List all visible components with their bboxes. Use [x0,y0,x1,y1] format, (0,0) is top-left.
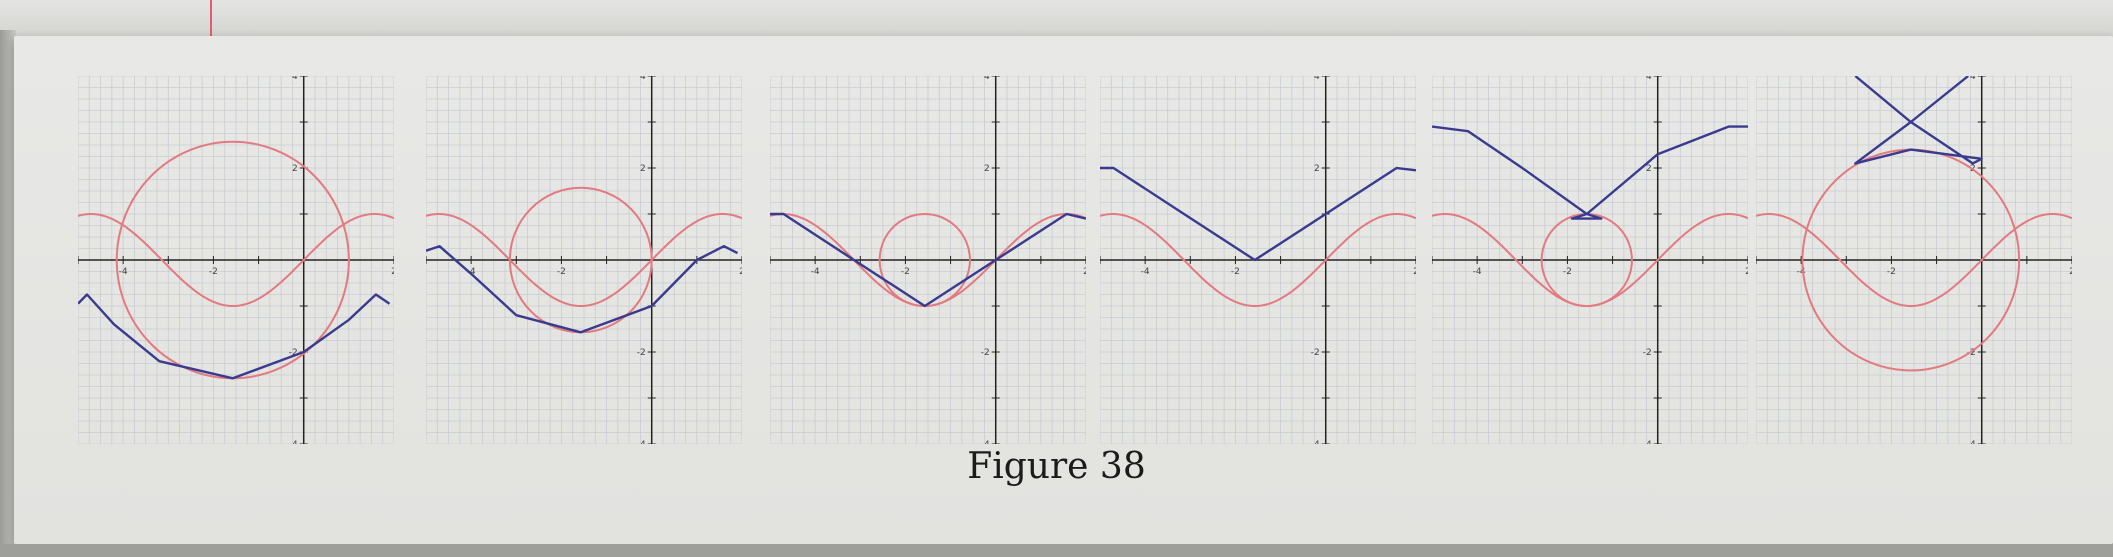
blue-curve [78,293,391,380]
x-tick-label: -4 [811,267,820,277]
background-paper [0,0,2113,40]
x-tick-label: -2 [209,267,218,277]
graph-4-svg: -4 -2 2 -4 -2 2 4 [1100,76,1416,444]
graph-1-svg: -4 -2 2 -4 -2 2 4 [78,76,394,444]
red-sine-curve [78,213,394,307]
y-tick-label: -4 [981,440,990,444]
y-tick-label: -2 [637,348,646,358]
y-tick-label: -2 [1643,348,1652,358]
y-tick-label: 4 [292,76,298,82]
x-tick-label: 2 [1413,267,1416,277]
table-edge [0,544,2113,557]
y-tick-label: 2 [1646,164,1652,174]
graph-panel-3: -4 -2 2 -4 -2 2 4 [770,76,1086,444]
y-tick-label: 4 [1646,76,1652,82]
blue-curve [1854,76,1983,165]
x-tick-label: -2 [1231,267,1240,277]
x-tick-label: -4 [119,267,128,277]
red-sine-curve [1100,213,1416,307]
red-sine-curve [770,213,1086,307]
x-tick-label: -2 [901,267,910,277]
x-tick-label: 2 [1083,267,1086,277]
graph-2-svg: -4 -2 2 -4 -2 2 4 [426,76,742,444]
x-tick-label: -2 [1887,267,1896,277]
x-tick-label: -2 [557,267,566,277]
x-tick-label: -4 [467,267,476,277]
graph-panel-1: -4 -2 2 -4 -2 2 4 [78,76,394,444]
y-tick-label: -4 [637,440,646,444]
graph-panel-2: -4 -2 2 -4 -2 2 4 [426,76,742,444]
x-tick-label: 2 [1745,267,1748,277]
x-tick-label: 2 [391,267,394,277]
red-sine-curve [426,213,742,307]
x-tick-label: -2 [1563,267,1572,277]
x-tick-label: -4 [1797,267,1806,277]
y-tick-label: 2 [1314,164,1320,174]
graph-panel-5: -4 -2 2 -4 -2 2 4 [1432,76,1748,444]
graph-3-svg: -4 -2 2 -4 -2 2 4 [770,76,1086,444]
blue-curve [426,245,739,334]
y-tick-label: 2 [640,164,646,174]
red-sine-curve [1756,213,2072,307]
graph-panel-4: -4 -2 2 -4 -2 2 4 [1100,76,1416,444]
graph-6-svg: -4-22-4-224 [1756,76,2072,444]
y-tick-label: 4 [984,76,990,82]
red-sine-curve [1432,213,1748,307]
y-tick-label: -4 [1643,440,1652,444]
figure-caption: Figure 38 [967,446,1146,487]
y-tick-label: -4 [1967,440,1976,444]
y-tick-label: -4 [289,440,298,444]
blue-curve [770,212,1086,308]
blue-curve [1100,166,1416,262]
y-tick-label: 4 [640,76,646,82]
blue-curve [1432,125,1748,220]
x-tick-label: 2 [2069,267,2072,277]
y-tick-label: -2 [289,348,298,358]
y-tick-label: -2 [1967,348,1976,358]
y-tick-label: -2 [981,348,990,358]
margin-line [210,0,212,40]
x-tick-label: -4 [1473,267,1482,277]
x-tick-label: -4 [1141,267,1150,277]
y-tick-label: 2 [984,164,990,174]
shadow [0,30,16,557]
x-tick-label: 2 [739,267,742,277]
graph-5-svg: -4 -2 2 -4 -2 2 4 [1432,76,1748,444]
y-tick-label: -2 [1311,348,1320,358]
y-tick-label: 4 [1970,76,1976,82]
y-tick-label: 2 [292,164,298,174]
graph-panel-6: -4-22-4-224 [1756,76,2072,444]
y-tick-label: 4 [1314,76,1320,82]
y-tick-label: -4 [1311,440,1320,444]
